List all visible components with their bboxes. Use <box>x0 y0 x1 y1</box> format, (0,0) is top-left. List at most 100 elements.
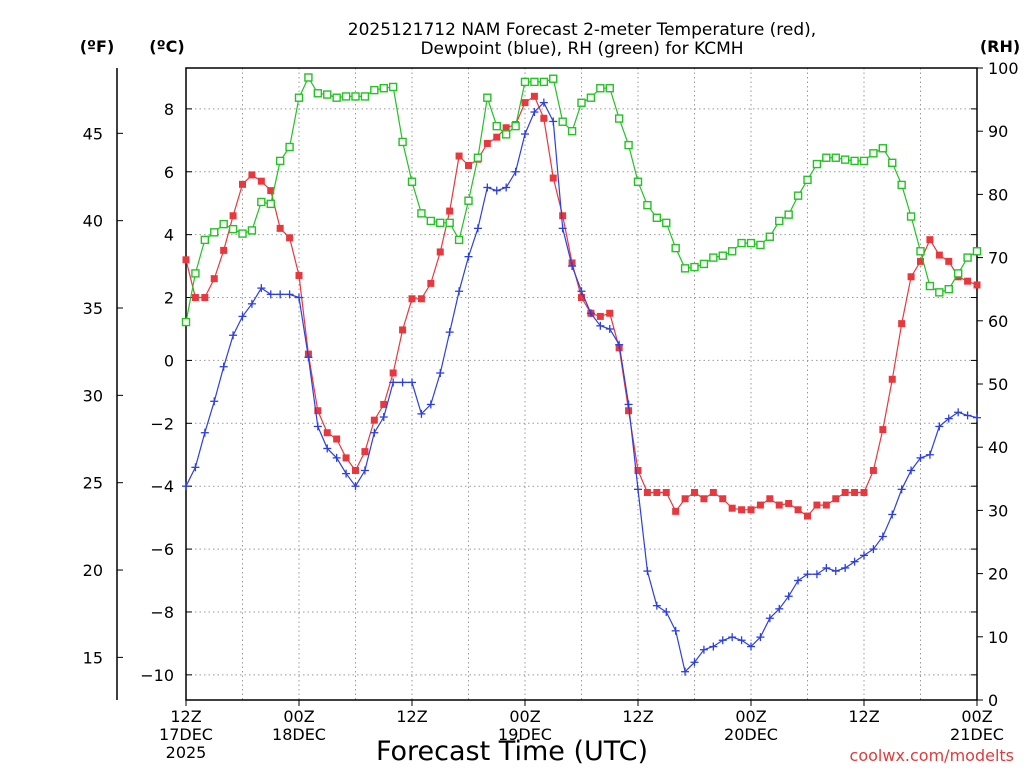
celsius-unit-label: (ºC) <box>149 37 184 56</box>
rh-tick-label: 0 <box>988 691 998 710</box>
dewpoint-point <box>624 400 633 409</box>
rh-point <box>238 229 247 238</box>
rh-point <box>897 180 906 190</box>
temperature-point <box>709 488 717 496</box>
dewpoint-point <box>266 290 275 299</box>
rh-point <box>662 218 671 228</box>
temperature-point <box>860 488 868 496</box>
rh-point <box>228 224 238 234</box>
rh-tick-label: 30 <box>988 501 1008 520</box>
rh-point <box>210 228 219 237</box>
dewpoint-point <box>360 466 369 475</box>
dewpoint-point <box>417 409 426 418</box>
temperature-point <box>653 488 661 496</box>
dewpoint-point <box>492 186 501 195</box>
dewpoint-point <box>643 567 652 576</box>
rh-point <box>379 84 388 93</box>
temperature-point <box>295 272 303 280</box>
dewpoint-point <box>925 450 934 459</box>
series-open-square <box>181 73 982 327</box>
rh-point <box>888 158 897 168</box>
celsius-tick-label: 2 <box>164 289 174 308</box>
temperature-point <box>220 246 228 254</box>
temperature-point <box>804 512 811 520</box>
temperature-point <box>719 495 727 503</box>
fahrenheit-tick-label: 40 <box>83 212 103 231</box>
rh-point <box>916 247 925 256</box>
temperature-point <box>625 407 633 415</box>
data-series <box>181 73 982 676</box>
dewpoint-point <box>558 224 567 233</box>
rh-point <box>633 177 643 186</box>
rh-tick-label: 10 <box>988 628 1008 647</box>
temperature-point <box>267 187 275 195</box>
rh-point <box>341 92 351 101</box>
dewpoint-point <box>699 645 708 654</box>
dewpoint-point <box>652 601 661 610</box>
dewpoint-point <box>295 293 303 302</box>
x-tick-label: 18DEC <box>272 725 326 744</box>
temperature-point <box>945 257 953 265</box>
celsius-tick-label: −10 <box>140 666 174 685</box>
rh-point <box>803 175 812 185</box>
dewpoint-point <box>605 324 614 333</box>
temperature-point <box>210 275 218 283</box>
fahrenheit-tick-label: 20 <box>83 561 103 580</box>
dewpoint-point <box>944 414 953 423</box>
dewpoint-point <box>634 485 642 494</box>
dewpoint-point <box>473 224 482 233</box>
temperature-point <box>446 207 454 215</box>
rh-point <box>275 156 285 166</box>
dewpoint-point <box>483 183 492 192</box>
temperature-point <box>888 375 896 383</box>
dewpoint-point <box>182 482 190 491</box>
celsius-tick-label: 4 <box>164 226 174 245</box>
dewpoint-point <box>276 290 285 299</box>
fahrenheit-tick-label: 15 <box>83 648 103 667</box>
x-tick-label: 00Z <box>735 707 766 726</box>
dewpoint-point <box>775 604 784 613</box>
temperature-point <box>502 124 510 132</box>
dewpoint-point <box>850 557 859 566</box>
dewpoint-point <box>445 328 454 337</box>
rh-point <box>727 247 737 256</box>
dewpoint-point <box>822 563 831 572</box>
dewpoint-point <box>511 167 520 176</box>
temperature-point <box>700 495 708 503</box>
x-tick-label: 00Z <box>283 707 314 726</box>
dewpoint-point <box>342 469 351 478</box>
rh-point <box>266 199 275 209</box>
rh-point <box>407 177 417 186</box>
dewpoint-point <box>869 545 878 554</box>
rh-point <box>181 317 191 327</box>
x-tick-label: 00Z <box>509 707 540 726</box>
celsius-tick-label: 0 <box>164 351 174 370</box>
chart-title: 2025121712 NAM Forecast 2-meter Temperat… <box>348 20 816 59</box>
dewpoint-point <box>455 287 464 296</box>
temperature-point <box>662 488 670 496</box>
temperature-point <box>257 177 265 185</box>
celsius-tick-label: 6 <box>164 163 174 182</box>
dewpoint-point <box>304 353 313 362</box>
dewpoint-point <box>351 482 360 491</box>
title-line-2: Dewpoint (blue), RH (green) for KCMH <box>420 39 743 59</box>
temperature-point <box>559 212 567 220</box>
rh-point <box>709 253 718 262</box>
rh-point <box>370 85 379 95</box>
temperature-point <box>323 429 331 437</box>
rh-point <box>812 159 822 169</box>
dewpoint-point <box>426 400 435 409</box>
rh-tick-label: 90 <box>988 122 1008 141</box>
temperature-point <box>672 507 680 515</box>
temperature-point <box>973 281 981 289</box>
x-tick-label: 12Z <box>622 707 653 726</box>
dewpoint-point <box>671 626 680 635</box>
temperature-point <box>917 257 924 265</box>
dewpoint-point <box>709 642 718 651</box>
rh-point <box>859 156 869 166</box>
dewpoint-point <box>662 607 671 616</box>
temperature-point <box>521 99 529 107</box>
temperature-point <box>191 294 199 302</box>
dewpoint-point <box>747 642 755 651</box>
temperature-point <box>832 495 840 503</box>
